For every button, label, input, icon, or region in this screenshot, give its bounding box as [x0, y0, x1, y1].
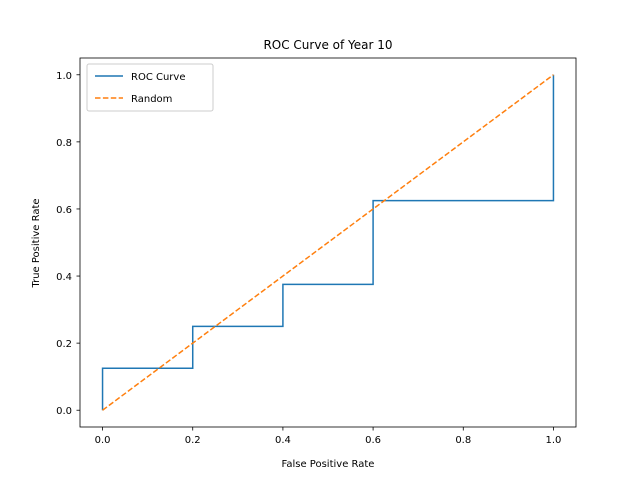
- y-tick-label: 0.6: [56, 205, 72, 216]
- y-axis-label: True Positive Rate: [31, 198, 42, 288]
- y-tick-label: 0.2: [56, 339, 72, 350]
- legend: ROC Curve Random: [86, 63, 214, 112]
- series-line-random: [102, 74, 554, 411]
- y-tick-label: 0.4: [56, 272, 72, 283]
- x-tick-label: 1.0: [546, 435, 562, 446]
- y-tick-label: 1.0: [56, 71, 72, 82]
- x-tick-label: 0.6: [365, 435, 381, 446]
- plot-area: [79, 57, 577, 428]
- axes-frame: [79, 57, 577, 428]
- x-tick-label: 0.0: [95, 435, 111, 446]
- legend-label: Random: [131, 94, 172, 105]
- x-tick-label: 0.2: [185, 435, 201, 446]
- legend-label: ROC Curve: [131, 72, 185, 83]
- axis-ticks: 0.0 0.2 0.4 0.6 0.8 1.0 0.0 0.2 0.4 0.6 0.8 1.0: [56, 71, 561, 446]
- x-axis-label: False Positive Rate: [282, 459, 375, 470]
- x-tick-label: 0.8: [455, 435, 471, 446]
- x-tick-label: 0.4: [275, 435, 291, 446]
- y-tick-label: 0.8: [56, 138, 72, 149]
- series-line-roc-curve: [101, 74, 555, 411]
- y-tick-label: 0.0: [56, 406, 72, 417]
- chart-title: ROC Curve of Year 10: [263, 38, 392, 52]
